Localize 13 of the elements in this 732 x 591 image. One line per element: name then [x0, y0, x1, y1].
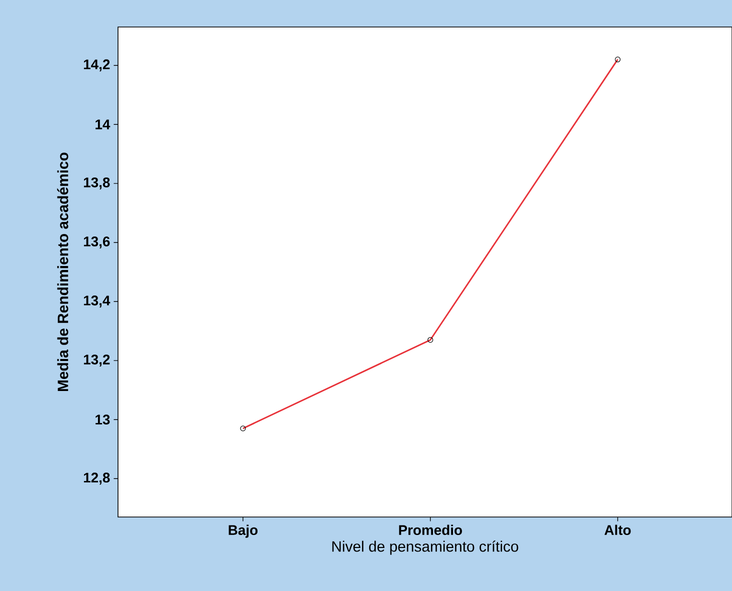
x-tick-label: Bajo	[228, 524, 258, 538]
y-tick-label: 13	[96, 414, 110, 425]
x-tick-label: Promedio	[399, 524, 462, 536]
y-tick-label: 14,2	[84, 59, 110, 72]
y-axis-title: Media de Rendimiento académico	[57, 152, 68, 391]
x-axis-title: Nivel de pensamiento crítico	[332, 540, 518, 555]
y-tick-label: 12,8	[84, 472, 110, 485]
y-tick-label: 13,8	[84, 177, 110, 190]
x-tick-label: Alto	[604, 524, 631, 536]
y-tick-label: 14	[96, 120, 110, 130]
y-tick-label: 13,4	[84, 296, 110, 308]
y-tick-label: 13,2	[84, 354, 110, 366]
y-tick-label: 13,6	[84, 236, 110, 248]
